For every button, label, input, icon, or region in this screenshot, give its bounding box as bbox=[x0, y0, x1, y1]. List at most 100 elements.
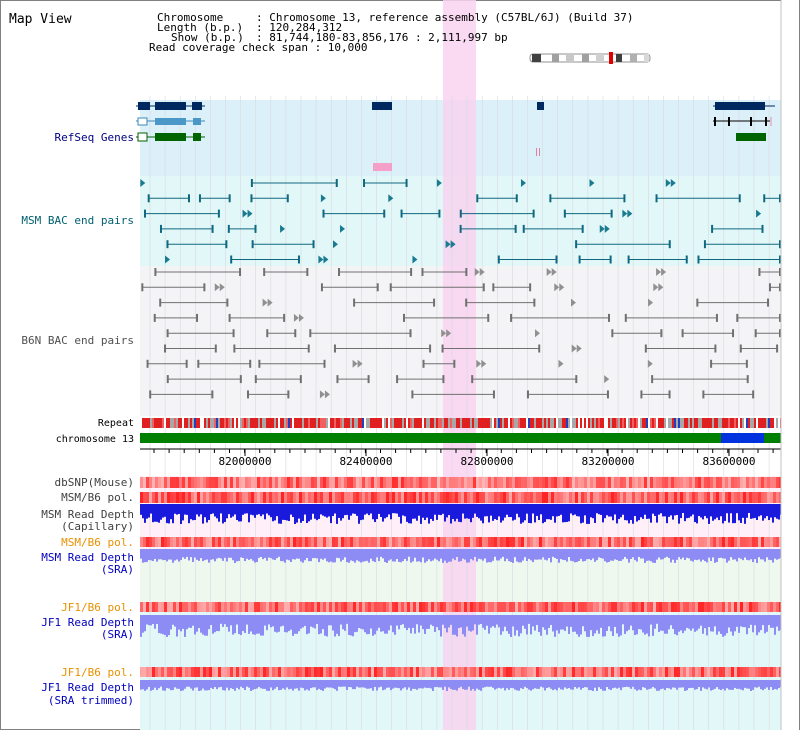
bac-end bbox=[233, 344, 236, 353]
track-label-msm-pol-1[interactable]: MSM/B6 pol. bbox=[61, 491, 134, 504]
bac-single-end bbox=[665, 179, 671, 187]
bac-single-end bbox=[599, 224, 605, 233]
chromosome-bar[interactable] bbox=[140, 433, 721, 443]
bac-single-end bbox=[648, 298, 654, 307]
bac-end bbox=[409, 329, 412, 338]
bac-end bbox=[609, 255, 612, 264]
refseq-genes-track[interactable] bbox=[136, 102, 775, 171]
bac-end bbox=[166, 240, 169, 249]
bac-end bbox=[367, 375, 370, 384]
bac-end bbox=[166, 375, 169, 384]
axis-tick-label: 82800000 bbox=[461, 455, 514, 468]
bac-single-end bbox=[558, 359, 564, 368]
track-label-msm-depth-cap-sub: (Capillary) bbox=[61, 520, 134, 533]
bac-single-end bbox=[661, 268, 667, 276]
bac-single-end bbox=[446, 329, 452, 338]
bac-end bbox=[306, 268, 309, 276]
read-depth-tracks[interactable] bbox=[140, 504, 782, 691]
track-label-jf1-depth-sra[interactable]: JF1 Read Depth bbox=[41, 616, 134, 629]
bac-end bbox=[779, 268, 781, 276]
track-label-jf1-pol-2[interactable]: JF1/B6 pol. bbox=[61, 666, 134, 679]
bac-end bbox=[606, 390, 609, 399]
bac-end bbox=[563, 209, 566, 218]
bac-end bbox=[533, 298, 536, 307]
bac-end bbox=[228, 313, 231, 322]
bac-end bbox=[217, 209, 220, 218]
track-label-chromosome[interactable]: chromosome 13 bbox=[56, 434, 134, 445]
bac-single-end bbox=[476, 359, 482, 368]
track-label-repeat[interactable]: Repeat bbox=[98, 418, 134, 429]
bac-single-end bbox=[293, 313, 299, 322]
chromosome-ideogram[interactable] bbox=[529, 52, 651, 64]
bac-end bbox=[532, 209, 535, 218]
bac-end bbox=[166, 329, 169, 338]
bac-end bbox=[299, 375, 302, 384]
bac-end bbox=[492, 283, 495, 292]
bac-end bbox=[149, 390, 152, 399]
bac-end bbox=[185, 359, 188, 368]
track-label-refseq[interactable]: RefSeq Genes bbox=[55, 131, 134, 144]
bac-end bbox=[254, 224, 257, 233]
bac-end bbox=[738, 194, 741, 203]
bac-end bbox=[263, 268, 266, 276]
bac-end bbox=[312, 240, 315, 249]
bac-single-end bbox=[554, 283, 560, 292]
bac-end bbox=[214, 344, 217, 353]
bac-end bbox=[338, 268, 341, 276]
track-label-jf1-pol-1[interactable]: JF1/B6 pol. bbox=[61, 601, 134, 614]
chromosome-value: : Chromosome 13, reference assembly (C57… bbox=[256, 11, 634, 24]
bac-end bbox=[322, 209, 325, 218]
bac-end bbox=[297, 255, 300, 264]
track-label-jf1-depth-sra-sub: (SRA) bbox=[101, 628, 134, 641]
bac-end bbox=[655, 194, 658, 203]
track-label-msm-pol-2[interactable]: MSM/B6 pol. bbox=[61, 536, 134, 549]
bac-end bbox=[228, 194, 231, 203]
bac-end bbox=[336, 375, 339, 384]
msm-bac-end-pairs[interactable] bbox=[140, 179, 781, 264]
bac-end bbox=[232, 329, 235, 338]
bac-end bbox=[429, 344, 432, 353]
polymorphism-tracks[interactable] bbox=[140, 477, 782, 677]
bac-single-end bbox=[658, 283, 664, 292]
axis-tick-label: 83200000 bbox=[582, 455, 635, 468]
bac-end bbox=[353, 298, 356, 307]
position-axis: 82000000 82400000 82800000 83200000 8360… bbox=[140, 448, 781, 468]
length-key: Length (b.p.) bbox=[157, 21, 243, 34]
bac-single-end bbox=[320, 194, 326, 203]
bac-end bbox=[197, 359, 200, 368]
chromosome-bar-end bbox=[764, 433, 781, 443]
repeat-track[interactable] bbox=[140, 418, 782, 428]
bac-single-end bbox=[388, 194, 394, 203]
bac-end bbox=[403, 313, 406, 322]
bac-single-end bbox=[267, 298, 273, 307]
axis-tick-label: 82400000 bbox=[340, 455, 393, 468]
bac-end bbox=[715, 313, 718, 322]
track-label-jf1-depth-trim[interactable]: JF1 Read Depth bbox=[41, 681, 134, 694]
bac-end bbox=[226, 298, 229, 307]
axis-tick-label: 82000000 bbox=[219, 455, 272, 468]
track-label-dbsnp[interactable]: dbSNP(Mouse) bbox=[55, 476, 134, 489]
bac-end bbox=[745, 359, 748, 368]
track-label-b6n-bac[interactable]: B6N BAC end pairs bbox=[21, 334, 134, 347]
bac-single-end bbox=[604, 224, 610, 233]
bac-end bbox=[433, 298, 436, 307]
bac-end bbox=[254, 375, 257, 384]
track-label-msm-bac[interactable]: MSM BAC end pairs bbox=[21, 214, 134, 227]
length-value: : 120,284,312 bbox=[256, 21, 342, 34]
bac-single-end bbox=[318, 255, 324, 264]
right-gutter bbox=[781, 0, 799, 730]
bac-end bbox=[250, 194, 253, 203]
track-label-msm-depth-cap[interactable]: MSM Read Depth bbox=[41, 508, 134, 521]
b6n-bac-end-pairs[interactable] bbox=[141, 268, 781, 399]
bac-end bbox=[333, 344, 336, 353]
bac-single-end bbox=[653, 283, 659, 292]
bac-end bbox=[383, 209, 386, 218]
bac-end bbox=[611, 329, 614, 338]
bac-end bbox=[283, 313, 286, 322]
bac-end bbox=[246, 390, 249, 399]
bac-single-end bbox=[571, 344, 577, 353]
track-label-msm-depth-sra[interactable]: MSM Read Depth bbox=[41, 551, 134, 564]
track-label-jf1-depth-trim-sub: (SRA trimmed) bbox=[48, 694, 134, 707]
bac-end bbox=[307, 344, 310, 353]
bac-end bbox=[776, 344, 779, 353]
